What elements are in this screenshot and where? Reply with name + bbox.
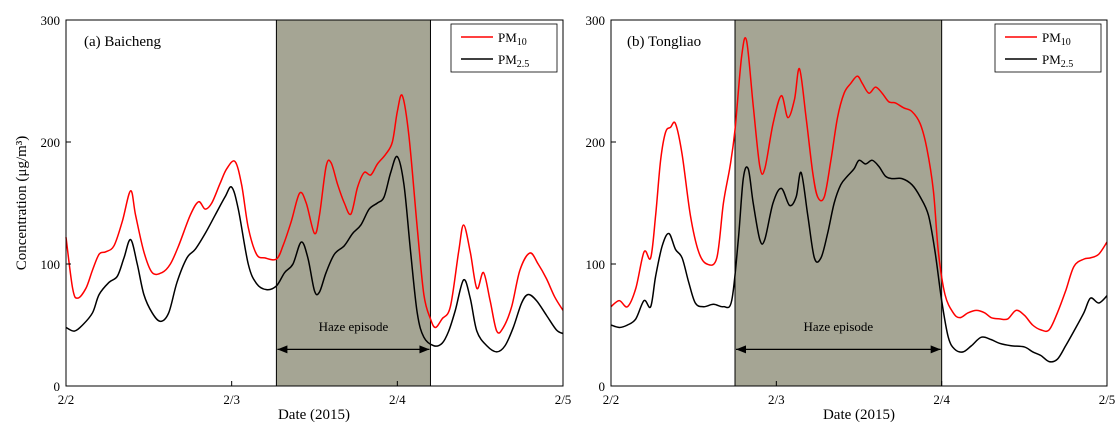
x-tick-label: 2/5: [1099, 392, 1116, 407]
y-tick-label: 200: [41, 135, 61, 150]
x-tick-label: 2/4: [389, 392, 406, 407]
x-axis-title: Date (2015): [823, 407, 895, 423]
plot-frame: [65, 19, 564, 387]
legend: PM10 PM2.5: [450, 23, 558, 73]
legend-label-pm10: PM10: [498, 30, 527, 48]
arrow-head-right: [419, 345, 430, 354]
y-axis-title: Concentration (μg/m³): [14, 136, 30, 271]
x-tick-label: 2/2: [603, 392, 620, 407]
y-tick-label: 100: [586, 257, 606, 272]
legend: PM10 PM2.5: [994, 23, 1102, 73]
panel-tongliao: 0 100 200 300 2/2 2/3 2/4 2/5 (b) Tongliao PM1…: [586, 13, 1116, 423]
x-axis-title: Date (2015): [278, 407, 350, 423]
arrow-head-left: [277, 345, 288, 354]
haze-episode-label: Haze episode: [319, 319, 389, 334]
legend-label-pm25: PM2.5: [1042, 52, 1073, 70]
series-line-pm25: [65, 155, 564, 353]
panel-label: (a) Baicheng: [84, 34, 162, 50]
haze-episode-arrow: Haze episode: [277, 319, 430, 354]
y-tick-label: 200: [586, 135, 606, 150]
haze-episode-shading: [734, 19, 943, 387]
arrow-head-left: [736, 345, 746, 354]
series-line-pm10: [610, 36, 1108, 333]
panel-baicheng: 0 100 200 300 2/2 2/3 2/4 2/5 (a) Baicheng PM1…: [14, 13, 571, 423]
y-tick-label: 300: [586, 13, 606, 28]
haze-episode-arrow: Haze episode: [736, 319, 941, 354]
arrow-head-right: [930, 345, 941, 354]
x-tick-label: 2/4: [933, 392, 950, 407]
haze-episode-label: Haze episode: [803, 319, 873, 334]
legend-label-pm25: PM2.5: [498, 52, 529, 70]
legend-label-pm10: PM10: [1042, 30, 1071, 48]
series-line-pm25: [610, 159, 1108, 363]
panel-label: (b) Tongliao: [627, 34, 701, 50]
x-tick-label: 2/3: [223, 392, 240, 407]
x-tick-label: 2/2: [58, 392, 75, 407]
x-tick-label: 2/5: [555, 392, 572, 407]
x-tick-label: 2/3: [768, 392, 785, 407]
y-tick-label: 0: [599, 379, 606, 394]
y-tick-label: 0: [54, 379, 61, 394]
y-tick-label: 100: [41, 257, 61, 272]
y-tick-label: 300: [41, 13, 61, 28]
plot-frame: [610, 19, 1108, 387]
series-line-pm10: [65, 94, 564, 334]
